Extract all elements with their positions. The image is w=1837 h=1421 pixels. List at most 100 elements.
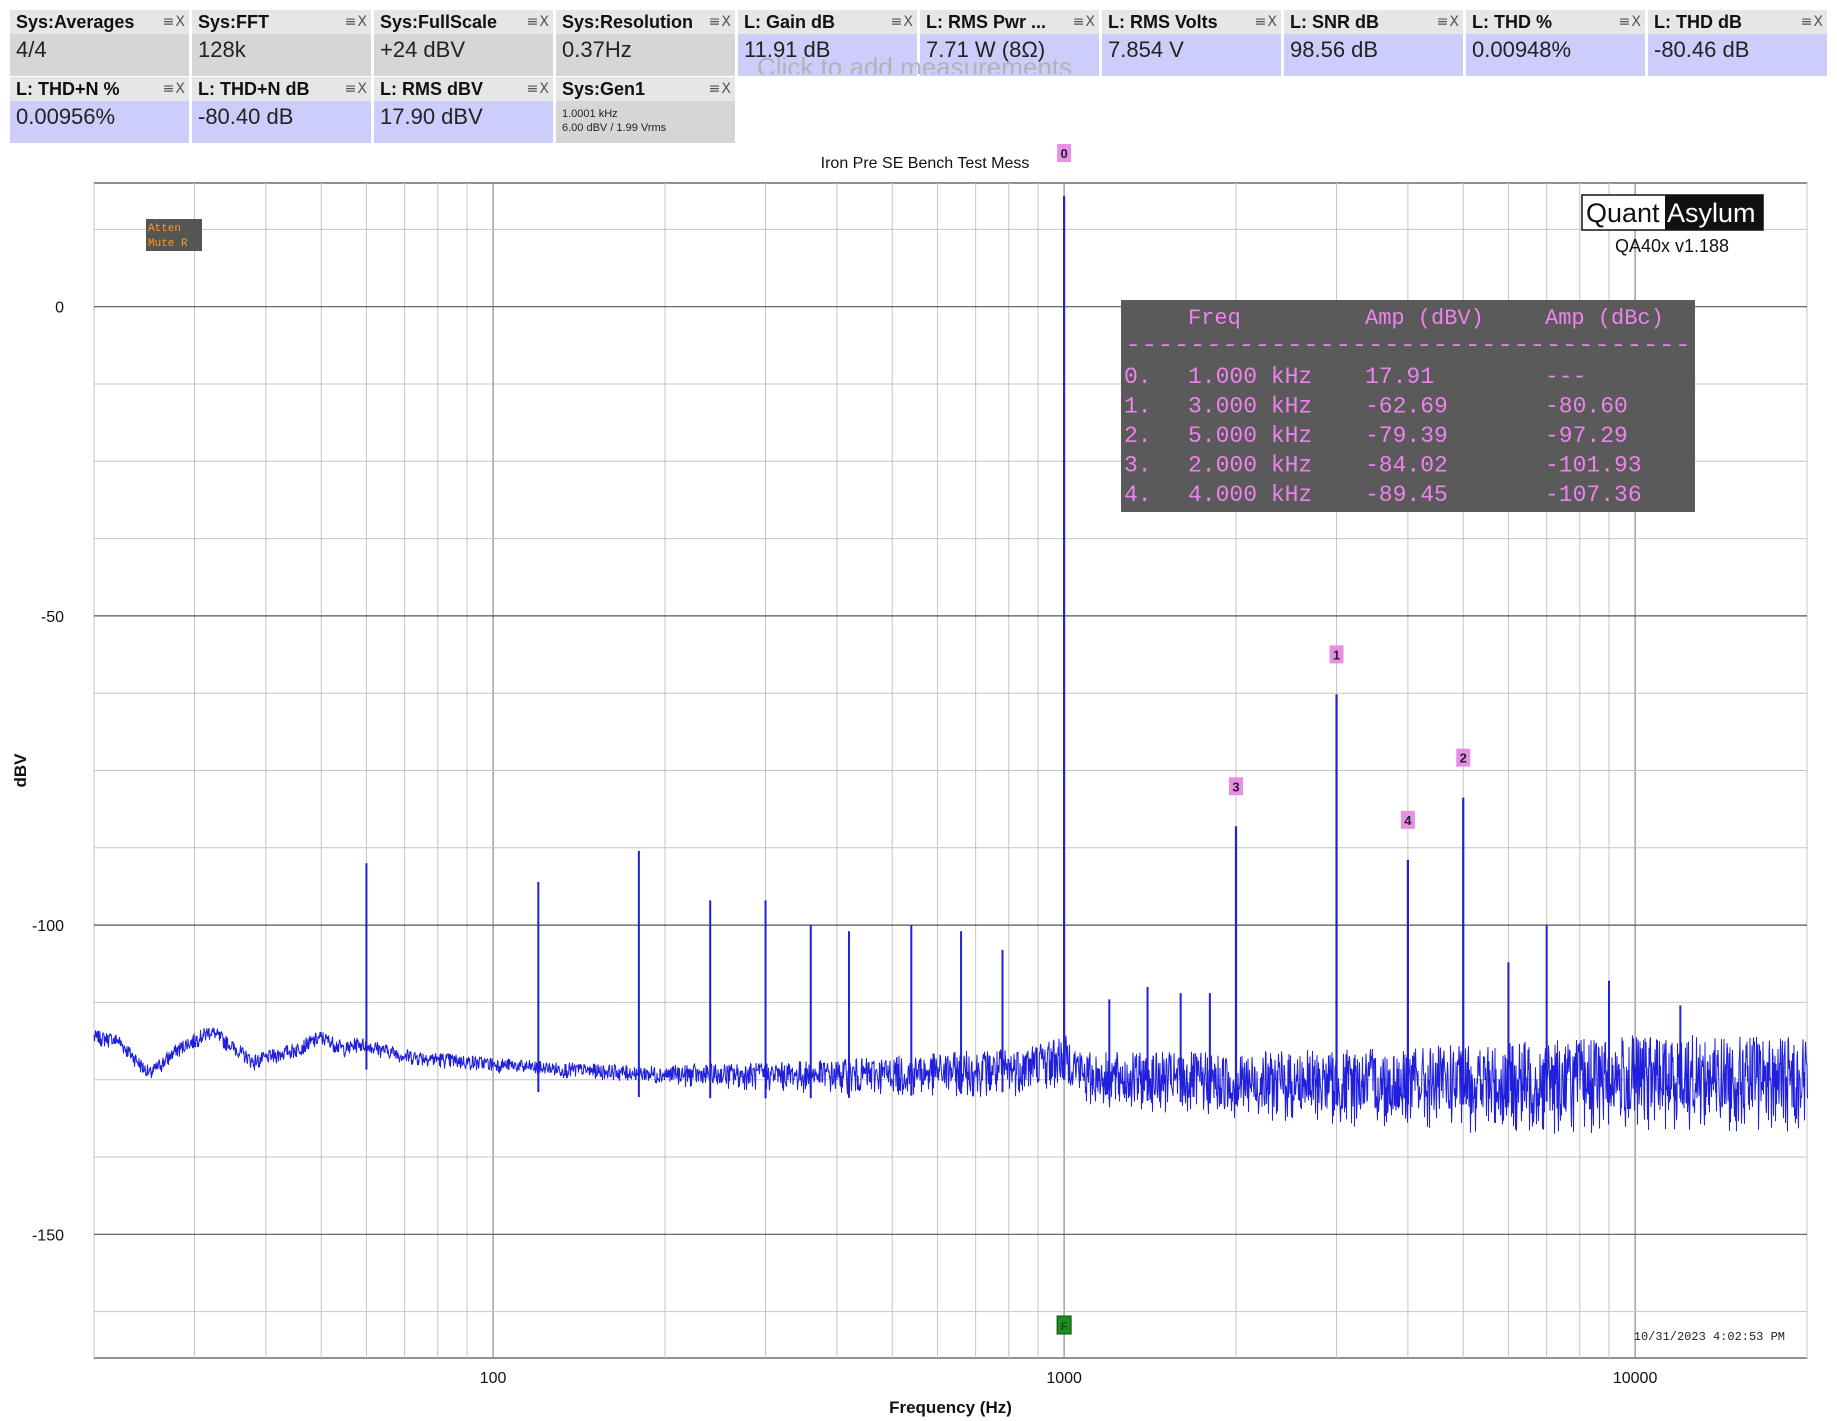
- tile-header: Sys:FullScale ≡X: [374, 10, 553, 34]
- x-axis-title: Frequency (Hz): [889, 1398, 1012, 1417]
- measurement-tile[interactable]: L: RMS Volts ≡X 7.854 V: [1102, 10, 1281, 76]
- tile-menu-close-icon[interactable]: ≡X: [344, 81, 368, 97]
- chart-title: Iron Pre SE Bench Test Mess: [821, 155, 1030, 172]
- tile-header: Sys:Averages ≡X: [10, 10, 189, 34]
- y-axis-title: dBV: [11, 753, 30, 788]
- tile-header: L: THD+N dB ≡X: [192, 77, 371, 101]
- measurement-tile[interactable]: Sys:Resolution ≡X 0.37Hz: [556, 10, 735, 76]
- measurement-tile[interactable]: Sys:FFT ≡X 128k: [192, 10, 371, 76]
- tile-header: Sys:Resolution ≡X: [556, 10, 735, 34]
- tile-title: L: THD+N dB: [198, 79, 310, 99]
- measurement-tile[interactable]: L: RMS dBV ≡X 17.90 dBV: [374, 77, 553, 143]
- harmonic-table: [1121, 300, 1695, 512]
- peak-marker-tag: [1057, 144, 1072, 162]
- peak-marker-label: 4: [1404, 813, 1412, 828]
- tile-value: 11.91 dB: [738, 34, 917, 76]
- tile-menu-close-icon[interactable]: ≡X: [890, 14, 914, 30]
- tile-menu-close-icon[interactable]: ≡X: [344, 14, 368, 30]
- table-cell-freq: 5.000 kHz: [1188, 423, 1312, 449]
- tile-menu-close-icon[interactable]: ≡X: [1072, 14, 1096, 30]
- y-tick-label: 0: [55, 300, 64, 317]
- chart-overlays: 0 1 2 3 4 F Atten Mute R Quant Asylum QA40x v1.188…: [146, 144, 1785, 1344]
- tile-value: +24 dBV: [374, 34, 553, 76]
- tile-value: 1.0001 kHz 6.00 dBV / 1.99 Vrms: [556, 101, 735, 143]
- measurement-tile[interactable]: L: THD+N % ≡X 0.00956%: [10, 77, 189, 143]
- peak-marker-label: 1: [1333, 647, 1340, 662]
- tile-menu-close-icon[interactable]: ≡X: [162, 14, 186, 30]
- table-cell-dbv: -84.02: [1365, 453, 1448, 479]
- table-cell-dbc: -80.60: [1545, 394, 1628, 420]
- generator-marker: [1056, 1315, 1072, 1335]
- tile-menu-close-icon[interactable]: ≡X: [1436, 14, 1460, 30]
- table-cell-idx: 1.: [1124, 394, 1152, 420]
- y-tick-label: -100: [32, 918, 64, 935]
- tile-menu-close-icon[interactable]: ≡X: [1800, 14, 1824, 30]
- table-cell-dbv: 17.91: [1365, 364, 1434, 390]
- brand-logo-dark: [1665, 195, 1763, 230]
- status-box: [146, 219, 202, 251]
- table-header: Amp (dBc): [1545, 306, 1664, 331]
- measurement-tile[interactable]: L: THD+N dB ≡X -80.40 dB: [192, 77, 371, 143]
- tile-title: Sys:Averages: [16, 12, 135, 32]
- table-header: Freq: [1188, 306, 1241, 331]
- tile-menu-close-icon[interactable]: ≡X: [708, 81, 732, 97]
- measurement-panel: Sys:Averages ≡X 4/4 Sys:FFT ≡X 128k Sys:FullSc…: [10, 10, 1830, 145]
- table-cell-dbv: -89.45: [1365, 482, 1448, 508]
- tile-title: Sys:FFT: [198, 12, 270, 32]
- peak-marker-label: 2: [1460, 751, 1467, 766]
- measurement-tile[interactable]: L: Gain dB ≡X 11.91 dB: [738, 10, 917, 76]
- tile-title: L: RMS dBV: [380, 79, 483, 99]
- measurement-tile[interactable]: L: RMS Pwr ... ≡X 7.71 W (8Ω): [920, 10, 1099, 76]
- measurement-tile[interactable]: L: THD dB ≡X -80.46 dB: [1648, 10, 1827, 76]
- tile-value: -80.46 dB: [1648, 34, 1827, 76]
- measurement-tile[interactable]: Sys:Averages ≡X 4/4: [10, 10, 189, 76]
- table-cell-dbc: ---: [1545, 364, 1586, 390]
- tile-menu-close-icon[interactable]: ≡X: [708, 14, 732, 30]
- measurement-tile[interactable]: L: THD % ≡X 0.00948%: [1466, 10, 1645, 76]
- tile-header: L: Gain dB ≡X: [738, 10, 917, 34]
- generator-marker-label: F: [1061, 1321, 1068, 1333]
- table-cell-idx: 2.: [1124, 423, 1152, 449]
- tile-menu-close-icon[interactable]: ≡X: [526, 81, 550, 97]
- table-cell-idx: 4.: [1124, 482, 1152, 508]
- tile-value: 0.00948%: [1466, 34, 1645, 76]
- tile-title: L: SNR dB: [1290, 12, 1379, 32]
- tile-menu-close-icon[interactable]: ≡X: [1618, 14, 1642, 30]
- spectrum-trace: [93, 195, 1808, 1134]
- tile-header: L: THD+N % ≡X: [10, 77, 189, 101]
- peak-marker-tag: [1456, 748, 1471, 767]
- table-cell-freq: 3.000 kHz: [1188, 394, 1312, 420]
- tile-value: 4/4: [10, 34, 189, 76]
- status-label: Mute R: [148, 238, 188, 250]
- tile-title: Sys:Resolution: [562, 12, 694, 32]
- tile-header: L: THD dB ≡X: [1648, 10, 1827, 34]
- peak-marker-label: 3: [1232, 779, 1239, 794]
- tile-value: 7.71 W (8Ω): [920, 34, 1099, 76]
- noise-floor-trace: [93, 1027, 1808, 1134]
- tile-header: L: RMS Volts ≡X: [1102, 10, 1281, 34]
- x-tick-label: 10000: [1613, 1370, 1658, 1387]
- status-label: Atten: [148, 223, 181, 235]
- tile-title: L: RMS Volts: [1108, 12, 1218, 32]
- table-header: Amp (dBV): [1365, 306, 1484, 331]
- table-cell-freq: 4.000 kHz: [1188, 482, 1312, 508]
- table-cell-dbc: -101.93: [1545, 453, 1642, 479]
- tile-title: L: THD+N %: [16, 79, 120, 99]
- peak-marker-tag: [1229, 777, 1243, 796]
- measurement-tile[interactable]: Sys:Gen1 ≡X 1.0001 kHz 6.00 dBV / 1.99 Vrms: [556, 77, 735, 143]
- measurement-tile[interactable]: L: SNR dB ≡X 98.56 dB: [1284, 10, 1463, 76]
- tile-title: Sys:FullScale: [380, 12, 498, 32]
- table-cell-dbc: -97.29: [1545, 423, 1628, 449]
- table-separator: -----------------------------------: [1125, 333, 1691, 358]
- peak-marker-tag: [1400, 810, 1415, 829]
- measurement-tile[interactable]: Sys:FullScale ≡X +24 dBV: [374, 10, 553, 76]
- tile-menu-close-icon[interactable]: ≡X: [526, 14, 550, 30]
- table-cell-idx: 0.: [1124, 364, 1152, 390]
- add-measurement-hint[interactable]: Click to add measurements: [757, 52, 1073, 74]
- tile-value: 7.854 V: [1102, 34, 1281, 76]
- tile-value: 0.37Hz: [556, 34, 735, 76]
- tile-menu-close-icon[interactable]: ≡X: [162, 81, 186, 97]
- x-tick-label: 100: [480, 1370, 507, 1387]
- tile-menu-close-icon[interactable]: ≡X: [1254, 14, 1278, 30]
